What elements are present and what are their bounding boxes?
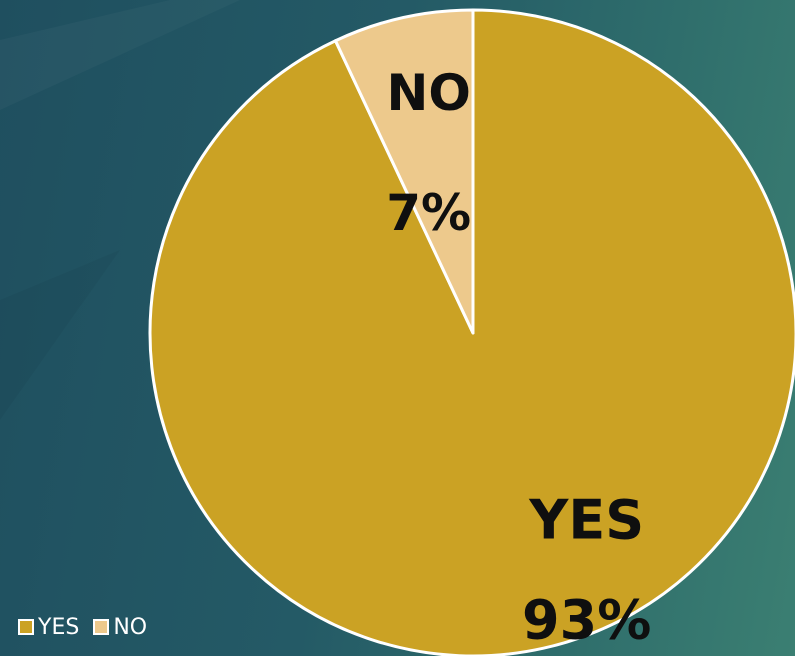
legend-item-no: NO bbox=[93, 615, 147, 640]
legend-label-no: NO bbox=[113, 614, 148, 640]
pie-slices bbox=[148, 8, 795, 656]
legend-label-yes: YES bbox=[38, 614, 80, 640]
legend-swatch-no bbox=[93, 619, 110, 635]
slice-label-yes: YES bbox=[528, 488, 644, 551]
legend-item-yes: YES bbox=[18, 615, 79, 640]
slice-value-no: 7% bbox=[386, 184, 471, 242]
pie-labels: YES 93% NO 7% bbox=[386, 64, 651, 651]
legend-swatch-yes bbox=[18, 619, 34, 635]
slice-value-yes: 93% bbox=[522, 588, 651, 651]
pie-slice-no bbox=[333, 8, 475, 335]
slice-label-no: NO bbox=[387, 64, 471, 122]
chart-legend: YES NO bbox=[18, 612, 147, 642]
